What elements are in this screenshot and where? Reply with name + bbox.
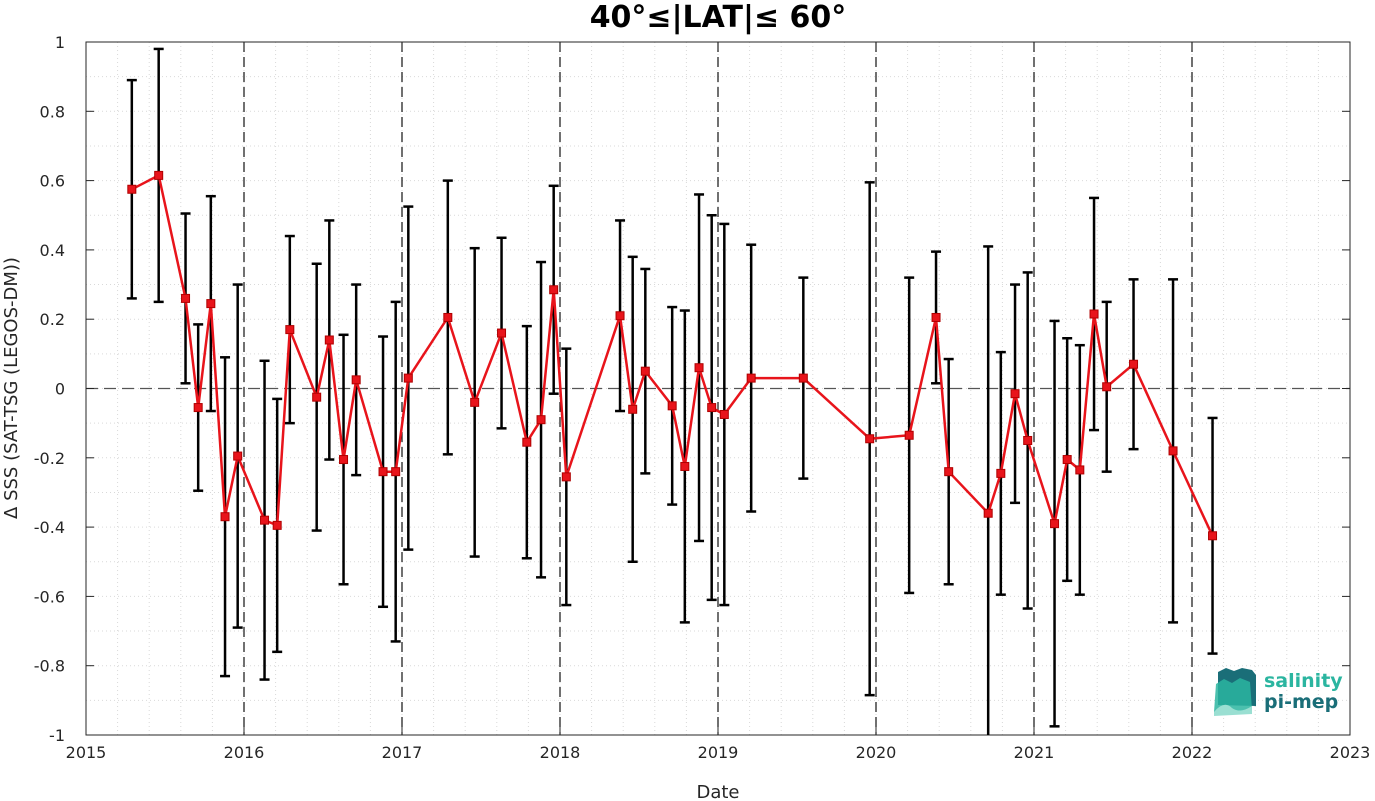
data-point-marker [983,508,993,518]
data-point-marker [865,434,875,444]
data-point-marker [1062,455,1072,465]
x-axis-label: Date [696,782,739,801]
data-point-marker [1129,359,1139,369]
data-point-marker [1075,465,1085,475]
data-point-marker [154,170,164,180]
x-tick-label: 2021 [1014,743,1055,762]
y-tick-label: 0 [55,380,65,399]
data-point-marker [549,285,559,295]
x-tick-label: 2022 [1172,743,1213,762]
salinity-pi-mep-logo: salinity pi-mep [1214,668,1343,716]
data-point-marker [1168,446,1178,456]
x-tick-label: 2018 [540,743,581,762]
data-point-marker [339,455,349,465]
data-point-marker [206,299,216,309]
data-point-marker [944,467,954,477]
x-tick-label: 2017 [382,743,423,762]
data-point-marker [443,312,453,322]
data-point-marker [628,404,638,414]
y-tick-label: -1 [49,726,65,745]
y-tick-label: -0.8 [34,657,65,676]
x-axis-ticks: 2015 2016 2017 2018 2019 2020 2021 2022 2023 [66,42,1371,762]
data-point-marker [351,375,361,385]
data-point-marker [181,293,191,303]
data-point-marker [127,184,137,194]
wave-logo-icon [1214,668,1256,716]
y-tick-label: -0.6 [34,587,65,606]
y-tick-label: 1 [55,33,65,52]
series-line [131,174,1214,537]
data-point-marker [667,401,677,411]
data-point-marker [324,335,334,345]
data-point-marker [996,468,1006,478]
data-point-marker [536,415,546,425]
data-point-marker [798,373,808,383]
x-tick-label: 2015 [66,743,107,762]
y-tick-label: -0.2 [34,449,65,468]
data-point-marker [391,467,401,477]
series-polyline [131,174,1214,537]
data-point-marker [694,363,704,373]
data-point-marker [378,467,388,477]
data-point-marker [470,397,480,407]
y-tick-label: 0.8 [40,102,65,121]
y-axis-ticks: 1 0.8 0.6 0.4 0.2 0 -0.2 -0.4 -0.6 -0.8 -1 [34,33,1350,745]
y-tick-label: -0.4 [34,518,65,537]
logo-text-line1: salinity [1264,670,1343,692]
data-point-marker [680,461,690,471]
data-point-marker [260,515,270,525]
data-point-marker [1089,309,1099,319]
data-point-marker [615,311,625,321]
x-tick-label: 2019 [698,743,739,762]
data-point-marker [272,520,282,530]
data-point-marker [719,409,729,419]
data-point-marker [1023,435,1033,445]
data-point-marker [1050,519,1060,529]
data-point-marker [497,328,507,338]
data-point-marker [312,392,322,402]
data-point-marker [1102,382,1112,392]
data-point-marker [220,512,230,522]
x-tick-label: 2020 [856,743,897,762]
y-axis-label: Δ SSS (SAT-TSG (LEGOS-DM)) [1,257,22,519]
data-point-marker [233,451,243,461]
x-tick-label: 2016 [224,743,265,762]
data-point-marker [707,403,717,413]
data-point-marker [403,373,413,383]
logo-text-line2: pi-mep [1264,691,1338,713]
data-markers [127,170,1218,541]
data-point-marker [1010,389,1020,399]
data-point-marker [904,430,914,440]
y-tick-label: 0.2 [40,310,65,329]
data-point-marker [285,325,295,335]
data-point-marker [640,366,650,376]
data-point-marker [931,312,941,322]
data-point-marker [1208,531,1218,541]
x-tick-label: 2023 [1330,743,1371,762]
data-point-marker [522,437,532,447]
y-tick-label: 0.6 [40,172,65,191]
chart-title: 40°≤|LAT|≤ 60° [590,0,847,35]
data-point-marker [746,373,756,383]
data-point-marker [561,472,571,482]
data-point-marker [193,403,203,413]
y-tick-label: 0.4 [40,241,65,260]
